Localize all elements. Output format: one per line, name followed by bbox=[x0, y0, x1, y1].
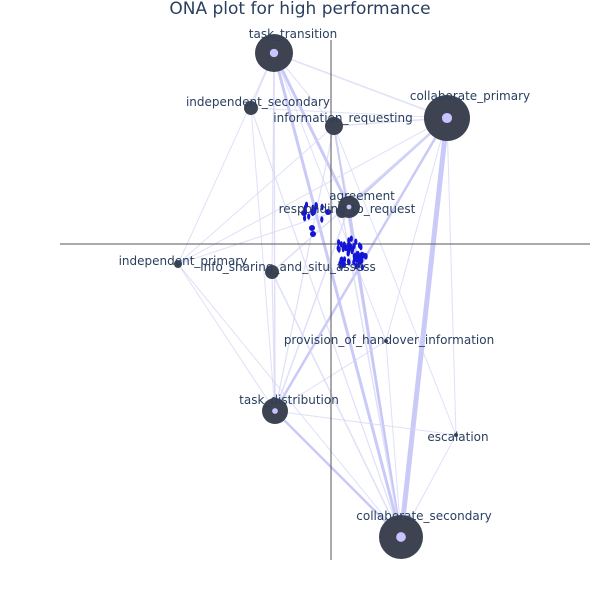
label-layer: task_transition independent_secondaryinfo… bbox=[119, 27, 531, 523]
node-center-agreement bbox=[346, 204, 352, 210]
centroid-point bbox=[341, 245, 345, 253]
edge-collaborate_primary-to-responding_to_request bbox=[341, 117, 448, 213]
centroid-point bbox=[314, 203, 318, 210]
edge-info_sharing_and_situ_assess-to-collaborate_secondary bbox=[271, 271, 402, 538]
edge-escalation-to-information_requesting bbox=[333, 125, 457, 436]
node-layer bbox=[174, 34, 470, 559]
node-info_sharing_and_situ_assess bbox=[265, 265, 279, 279]
node-center-task_transition bbox=[269, 48, 279, 58]
edge-provision_of_handover_information-to-collaborate_primary bbox=[385, 117, 448, 342]
centroid-point bbox=[354, 238, 358, 245]
centroid-point bbox=[360, 257, 364, 264]
node-center-collaborate_primary bbox=[441, 112, 453, 124]
edge-independent_secondary-to-collaborate_secondary bbox=[250, 107, 402, 538]
edge-independent_secondary-to-task_distribution bbox=[250, 107, 276, 412]
centroid-point bbox=[352, 259, 356, 266]
centroid-point-cloud bbox=[301, 201, 368, 271]
edge-independent_primary-to-collaborate_primary bbox=[177, 117, 448, 265]
centroid-point bbox=[337, 239, 341, 246]
edge-task_distribution-to-agreement bbox=[274, 206, 350, 412]
centroid-point bbox=[360, 264, 364, 271]
centroid-point bbox=[359, 252, 363, 259]
centroid-point bbox=[347, 237, 351, 244]
node-center-collaborate_secondary bbox=[396, 532, 406, 542]
centroid-point bbox=[338, 262, 342, 269]
centroid-point bbox=[304, 201, 309, 208]
centroid-point bbox=[303, 214, 307, 222]
edge-independent_primary-to-agreement bbox=[177, 206, 350, 265]
node-responding_to_request bbox=[336, 206, 348, 218]
centroid-point bbox=[349, 235, 353, 242]
centroid-point bbox=[336, 244, 340, 252]
plot-title: ONA plot for high performance bbox=[169, 0, 430, 19]
edge-escalation-to-task_distribution bbox=[274, 410, 457, 436]
node-label-provision_of_handover_information: provision_of_handover_information bbox=[284, 333, 494, 347]
centroid-point bbox=[310, 231, 316, 237]
centroid-point bbox=[307, 213, 311, 220]
node-label-task_distribution: task_distribution bbox=[239, 393, 339, 407]
edge-agreement-to-information_requesting bbox=[333, 125, 350, 208]
centroid-point bbox=[347, 259, 351, 266]
node-label-collaborate_secondary: collaborate_secondary bbox=[356, 509, 491, 523]
edge-task_transition-to-agreement bbox=[272, 51, 351, 209]
centroid-point bbox=[354, 262, 358, 270]
centroid-point bbox=[320, 203, 324, 211]
node-label-escalation: escalation bbox=[427, 430, 488, 444]
edge-independent_primary-to-task_transition bbox=[177, 52, 275, 265]
node-center-task_distribution bbox=[272, 408, 278, 414]
node-label-responding_to_request: responding_to_request bbox=[279, 202, 416, 216]
edge-escalation-to-collaborate_primary bbox=[446, 117, 457, 436]
node-label-independent_secondary: independent_secondary bbox=[186, 95, 330, 109]
edge-layer bbox=[177, 51, 457, 540]
centroid-point bbox=[344, 244, 348, 252]
edge-task_transition-to-collaborate_secondary bbox=[272, 51, 403, 539]
edge-task_distribution-to-collaborate_secondary bbox=[273, 409, 403, 539]
centroid-point bbox=[339, 257, 343, 264]
node-provision_of_handover_information bbox=[384, 339, 388, 343]
centroid-point bbox=[301, 210, 307, 216]
edge-provision_of_handover_information-to-task_transition bbox=[273, 52, 387, 342]
edge-task_transition-to-info_sharing_and_situ_assess bbox=[271, 52, 275, 273]
edge-task_distribution-to-info_sharing_and_situ_assess bbox=[271, 271, 276, 412]
node-label-task_transition: task_transition bbox=[249, 27, 337, 41]
edge-responding_to_request-to-collaborate_secondary bbox=[341, 211, 402, 538]
centroid-point bbox=[350, 247, 354, 255]
node-information_requesting bbox=[325, 117, 343, 135]
centroid-point bbox=[320, 216, 324, 223]
node-label-collaborate_primary: collaborate_primary bbox=[410, 89, 530, 103]
edge-task_transition-to-collaborate_primary bbox=[273, 52, 448, 119]
edge-provision_of_handover_information-to-collaborate_secondary bbox=[385, 340, 402, 538]
edge-independent_secondary-to-collaborate_primary bbox=[250, 107, 448, 119]
edge-independent_primary-to-information_requesting bbox=[177, 125, 335, 265]
centroid-point bbox=[356, 250, 360, 258]
node-escalation bbox=[454, 433, 458, 437]
edge-independent_primary-to-task_distribution bbox=[177, 263, 276, 412]
centroid-point bbox=[312, 208, 316, 215]
node-label-info_sharing_and_situ_assess: info_sharing_and_situ_assess bbox=[200, 260, 375, 274]
centroid-point bbox=[341, 258, 346, 265]
node-label-independent_primary: independent_primary bbox=[119, 254, 248, 268]
edge-collaborate_primary-to-collaborate_secondary bbox=[398, 115, 450, 540]
centroid-point bbox=[339, 241, 343, 248]
node-independent_primary bbox=[174, 260, 182, 268]
node-independent_secondary bbox=[244, 101, 258, 115]
centroid-point bbox=[357, 242, 362, 249]
node-label-agreement: agreement bbox=[329, 189, 395, 203]
edge-task_distribution-to-information_requesting bbox=[274, 125, 335, 412]
centroid-point bbox=[309, 225, 315, 231]
node-label-information_requesting: information_requesting bbox=[273, 111, 412, 125]
edge-independent_primary-to-collaborate_secondary bbox=[177, 263, 402, 538]
centroid-point bbox=[361, 252, 366, 259]
centroid-point bbox=[347, 247, 351, 254]
centroid-point bbox=[325, 209, 331, 215]
